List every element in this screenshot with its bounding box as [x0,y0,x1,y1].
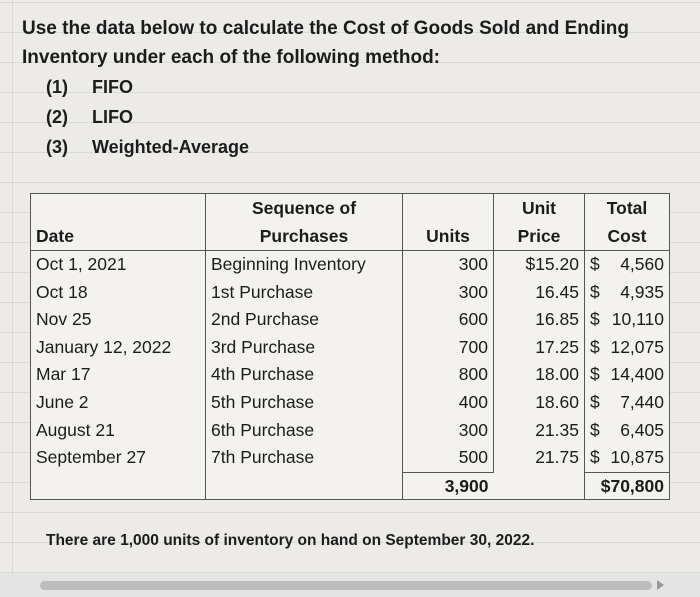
inventory-note: There are 1,000 units of inventory on ha… [46,532,535,549]
total-header-line1: Total [584,193,670,222]
units-cell: 300 [402,250,494,279]
total-cost-cell: $4,935 [584,278,670,307]
price-cell: 18.60 [493,388,585,417]
instructions: Use the data below to calculate the Cost… [22,14,682,162]
price-cell: 16.85 [493,306,585,334]
total-cost-cell: $10,110 [584,306,670,334]
sequence-cell: 2nd Purchase [205,306,403,334]
units-cell: 800 [402,361,494,389]
sequence-header-line1: Sequence of [205,193,403,222]
units-header: Units [402,222,494,251]
date-header: Date [30,222,206,251]
header-row: Date Purchases Units Price Cost [30,222,670,251]
date-cell: June 2 [30,388,206,417]
sequence-cell: 3rd Purchase [205,333,403,362]
sequence-header-line2: Purchases [205,222,403,251]
total-cost-cell: $10,875 [584,444,670,473]
currency-sign: $ [590,281,600,302]
table-row: Oct 1, 2021 Beginning Inventory 300 $15.… [30,250,670,279]
sequence-cell: 7th Purchase [205,444,403,473]
date-cell: Mar 17 [30,361,206,389]
date-cell: January 12, 2022 [30,333,206,362]
total-cost-value: 12,075 [610,336,664,357]
total-cost-cell: $7,440 [584,388,670,417]
units-cell: 700 [402,333,494,362]
total-cost-cell: $6,405 [584,416,670,445]
total-cost-value: 10,875 [610,447,664,468]
date-cell: Oct 18 [30,278,206,307]
method-number: (3) [46,137,68,157]
method-item: (3) Weighted-Average [46,132,682,162]
horizontal-scrollbar[interactable] [0,574,700,597]
date-cell: Nov 25 [30,306,206,334]
price-cell: 18.00 [493,361,585,389]
currency-sign: $ [590,419,600,440]
method-label: FIFO [92,77,133,97]
units-total: 3,900 [402,471,494,500]
method-list: (1) FIFO (2) LIFO (3) Weighted-Average [22,72,682,162]
units-cell: 300 [402,416,494,445]
price-cell: 21.35 [493,416,585,445]
table-row: Mar 17 4th Purchase 800 18.00 $14,400 [30,361,670,389]
sequence-cell: 4th Purchase [205,361,403,389]
units-cell: 500 [402,444,494,473]
total-cost-cell: $4,560 [584,250,670,279]
total-cost-value: 4,935 [620,281,664,302]
price-cell: $15.20 [493,250,585,279]
price-header-line2: Price [493,222,585,251]
date-cell: August 21 [30,416,206,445]
sequence-cell: 5th Purchase [205,388,403,417]
total-cost-sum: $70,800 [584,471,670,500]
units-cell: 600 [402,306,494,334]
table-row: Oct 18 1st Purchase 300 16.45 $4,935 [30,278,670,307]
units-cell: 400 [402,388,494,417]
currency-sign: $ [590,391,600,412]
purchases-table: Sequence of Unit Total Date Purchases Un… [30,193,670,500]
units-cell: 300 [402,278,494,307]
currency-sign: $ [590,364,600,385]
currency-sign: $ [590,447,600,468]
sequence-cell: Beginning Inventory [205,250,403,279]
currency-sign: $ [590,309,600,330]
total-cost-value: 6,405 [620,419,664,440]
currency-sign: $ [590,254,600,274]
table-row: Nov 25 2nd Purchase 600 16.85 $10,110 [30,306,670,334]
total-cost-cell: $12,075 [584,333,670,362]
date-cell: Oct 1, 2021 [30,250,206,279]
instructions-heading: Use the data below to calculate the Cost… [22,18,629,68]
totals-row: 3,900 $70,800 [30,471,670,500]
total-cost-value: 10,110 [611,309,664,330]
currency-sign: $ [590,336,600,357]
method-label: Weighted-Average [92,137,250,157]
method-item: (1) FIFO [46,72,682,102]
price-cell: 17.25 [493,333,585,362]
table-row: August 21 6th Purchase 300 21.35 $6,405 [30,416,670,445]
sequence-cell: 6th Purchase [205,416,403,445]
total-cost-cell: $14,400 [584,361,670,389]
method-item: (2) LIFO [46,102,682,132]
price-header-line1: Unit [493,193,585,222]
scroll-right-arrow-icon[interactable] [657,580,664,590]
header-row: Sequence of Unit Total [30,193,670,222]
date-cell: September 27 [30,444,206,473]
method-number: (1) [46,77,68,97]
price-cell: 21.75 [493,444,585,473]
sequence-cell: 1st Purchase [205,278,403,307]
total-header-line2: Cost [584,222,670,251]
method-label: LIFO [92,107,133,127]
total-cost-value: 4,560 [620,254,664,274]
method-number: (2) [46,107,68,127]
scrollbar-thumb[interactable] [40,581,652,590]
price-cell: 16.45 [493,278,585,307]
table-row: September 27 7th Purchase 500 21.75 $10,… [30,444,670,473]
total-cost-value: 7,440 [620,391,664,412]
total-cost-value: 14,400 [610,364,664,385]
table-row: January 12, 2022 3rd Purchase 700 17.25 … [30,333,670,362]
table-row: June 2 5th Purchase 400 18.60 $7,440 [30,388,670,417]
